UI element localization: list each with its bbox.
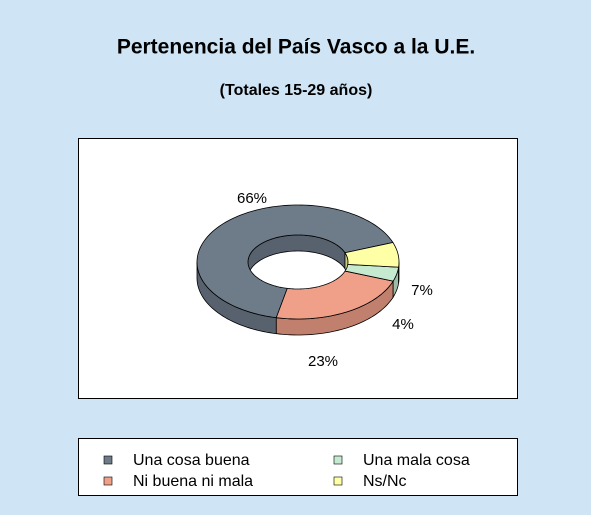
slice	[344, 264, 400, 282]
legend-label: Ns/Nc	[363, 473, 407, 490]
legend	[78, 438, 518, 496]
chart-subtitle: (Totales 15-29 años)	[220, 82, 373, 99]
legend-label: Una mala cosa	[363, 452, 470, 469]
legend-swatch	[333, 476, 343, 486]
legend-label: Una cosa buena	[133, 452, 250, 469]
data-label: 7%	[411, 282, 433, 299]
legend-swatch	[103, 476, 113, 486]
data-label: 23%	[308, 353, 338, 370]
plot-area	[78, 138, 518, 399]
legend-swatch	[103, 455, 113, 465]
data-label: 66%	[237, 190, 267, 207]
slice	[344, 242, 400, 268]
legend-swatch	[333, 455, 343, 465]
data-label: 4%	[392, 316, 414, 333]
legend-label: Ni buena ni mala	[133, 473, 253, 490]
slice	[275, 270, 394, 320]
chart-title: Pertenencia del País Vasco a la U.E.	[117, 36, 475, 59]
